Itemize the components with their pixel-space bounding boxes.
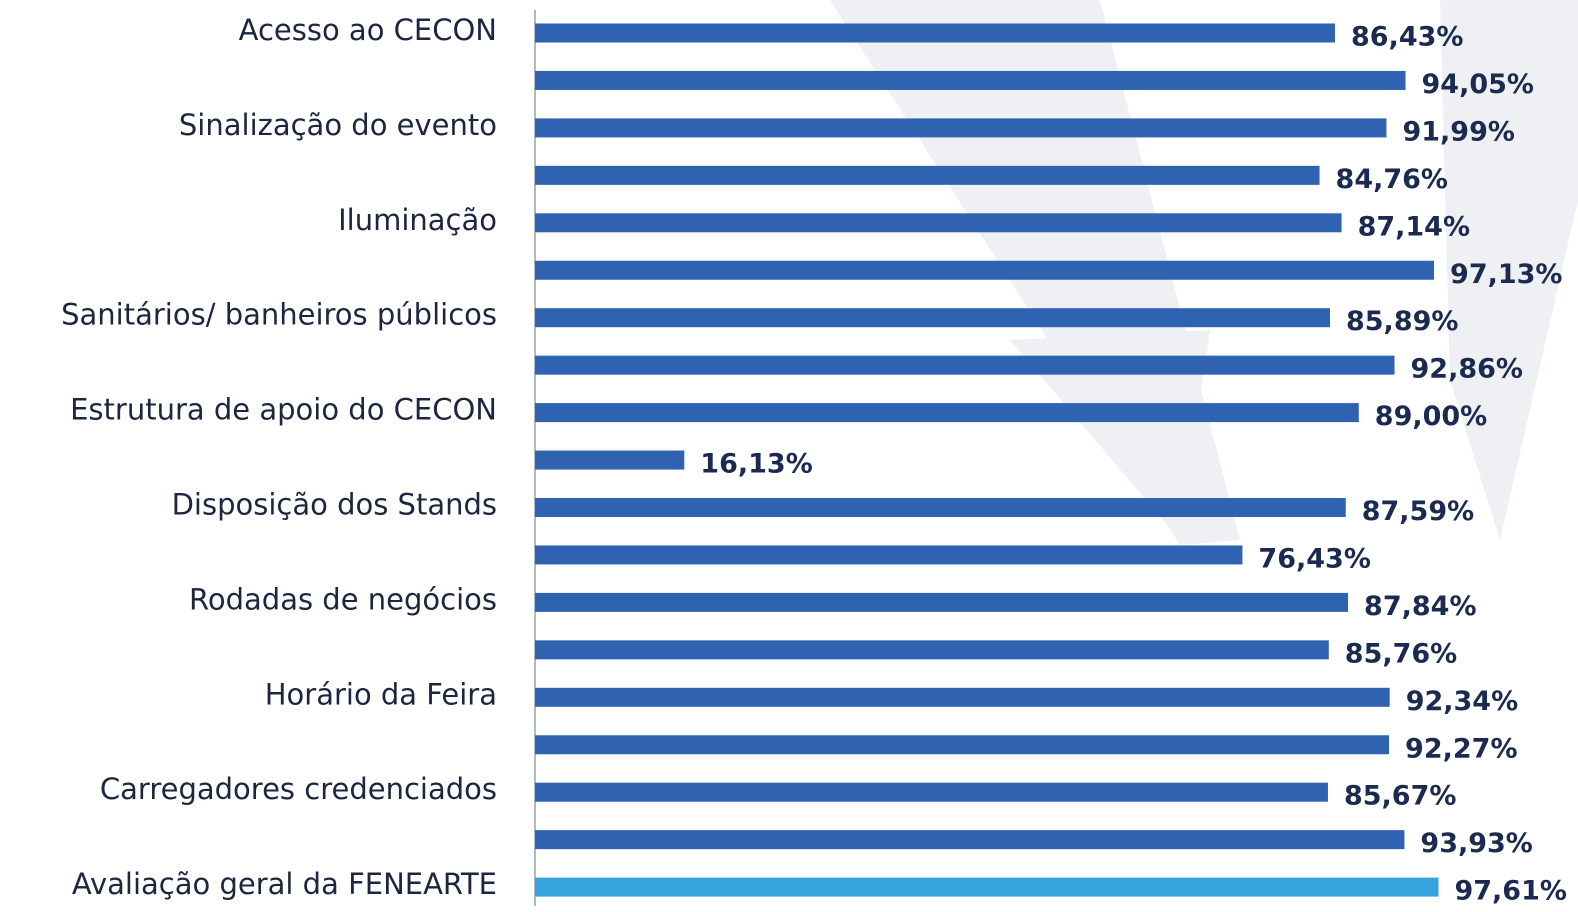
bar <box>535 640 1329 660</box>
value-label: 93,93% <box>1420 828 1532 859</box>
bar <box>535 213 1342 233</box>
value-label: 94,05% <box>1422 69 1534 100</box>
bar <box>535 23 1335 43</box>
value-label: 84,76% <box>1336 164 1448 195</box>
value-label: 85,67% <box>1344 781 1456 812</box>
category-label: Sinalização do evento <box>179 108 497 142</box>
bar <box>535 70 1406 90</box>
value-label: 87,14% <box>1358 211 1470 242</box>
value-label: 92,27% <box>1405 733 1517 764</box>
category-label: Horário da Feira <box>265 677 497 711</box>
value-label: 87,59% <box>1362 496 1474 527</box>
value-label: 76,43% <box>1258 543 1370 574</box>
bar <box>535 830 1405 850</box>
category-label: Iluminação <box>338 203 497 237</box>
bar <box>535 165 1320 185</box>
bar <box>535 545 1243 565</box>
bar <box>535 877 1439 897</box>
bar <box>535 498 1346 517</box>
category-label: Carregadores credenciados <box>100 772 497 806</box>
bar <box>535 355 1395 375</box>
category-label: Disposição dos Stands <box>172 488 497 522</box>
bar <box>535 592 1349 612</box>
value-label: 86,43% <box>1351 22 1463 53</box>
bar <box>535 687 1390 707</box>
value-label: 16,13% <box>700 449 812 480</box>
value-label: 97,13% <box>1450 259 1562 290</box>
bar <box>535 260 1435 280</box>
value-label: 92,34% <box>1406 686 1518 717</box>
value-label: 87,84% <box>1364 591 1476 622</box>
bar <box>535 782 1328 802</box>
value-label: 91,99% <box>1402 116 1514 147</box>
bar <box>535 118 1387 138</box>
value-label: 97,61% <box>1454 876 1566 907</box>
bar <box>535 403 1359 423</box>
bar <box>535 308 1330 328</box>
category-label: Estrutura de apoio do CECON <box>70 393 497 427</box>
bar <box>535 735 1390 755</box>
category-label: Acesso ao CECON <box>239 13 497 47</box>
value-label: 92,86% <box>1411 354 1523 385</box>
value-label: 85,89% <box>1346 306 1458 337</box>
value-label: 89,00% <box>1375 401 1487 432</box>
bar <box>535 450 685 470</box>
value-label: 85,76% <box>1345 638 1457 669</box>
category-label: Sanitários/ banheiros públicos <box>61 298 497 332</box>
category-label: Avaliação geral da FENEARTE <box>72 867 497 901</box>
category-label: Rodadas de negócios <box>189 582 497 616</box>
